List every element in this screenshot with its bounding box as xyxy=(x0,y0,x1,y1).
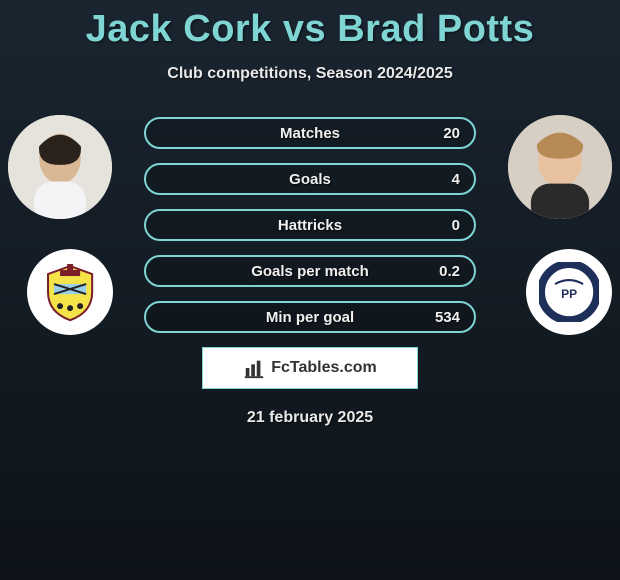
stat-row: Hattricks 0 xyxy=(144,209,476,241)
stat-value: 0 xyxy=(452,217,460,234)
stat-value: 4 xyxy=(452,171,460,188)
comparison-panel: PP Matches 20 Goals 4 Hattricks 0 Goals … xyxy=(0,115,620,427)
stat-label: Goals xyxy=(289,171,331,188)
player-right-avatar xyxy=(508,115,612,219)
stat-value: 0.2 xyxy=(439,263,460,280)
subtitle: Club competitions, Season 2024/2025 xyxy=(0,65,620,83)
stat-label: Goals per match xyxy=(251,263,369,280)
date-label: 21 february 2025 xyxy=(0,409,620,427)
stat-value: 534 xyxy=(435,309,460,326)
player-left-avatar xyxy=(8,115,112,219)
stat-value: 20 xyxy=(443,125,460,142)
stat-label: Matches xyxy=(280,125,340,142)
chart-icon xyxy=(243,357,265,379)
stat-label: Min per goal xyxy=(266,309,354,326)
svg-text:PP: PP xyxy=(561,287,577,301)
stat-row: Matches 20 xyxy=(144,117,476,149)
stat-row: Min per goal 534 xyxy=(144,301,476,333)
player-left-club-badge xyxy=(27,249,113,335)
stats-list: Matches 20 Goals 4 Hattricks 0 Goals per… xyxy=(144,115,476,333)
source-logo: FcTables.com xyxy=(202,347,418,389)
player-right-club-badge: PP xyxy=(526,249,612,335)
page-title: Jack Cork vs Brad Potts xyxy=(0,0,620,51)
stat-label: Hattricks xyxy=(278,217,342,234)
stat-row: Goals 4 xyxy=(144,163,476,195)
stat-row: Goals per match 0.2 xyxy=(144,255,476,287)
source-logo-text: FcTables.com xyxy=(271,359,377,377)
